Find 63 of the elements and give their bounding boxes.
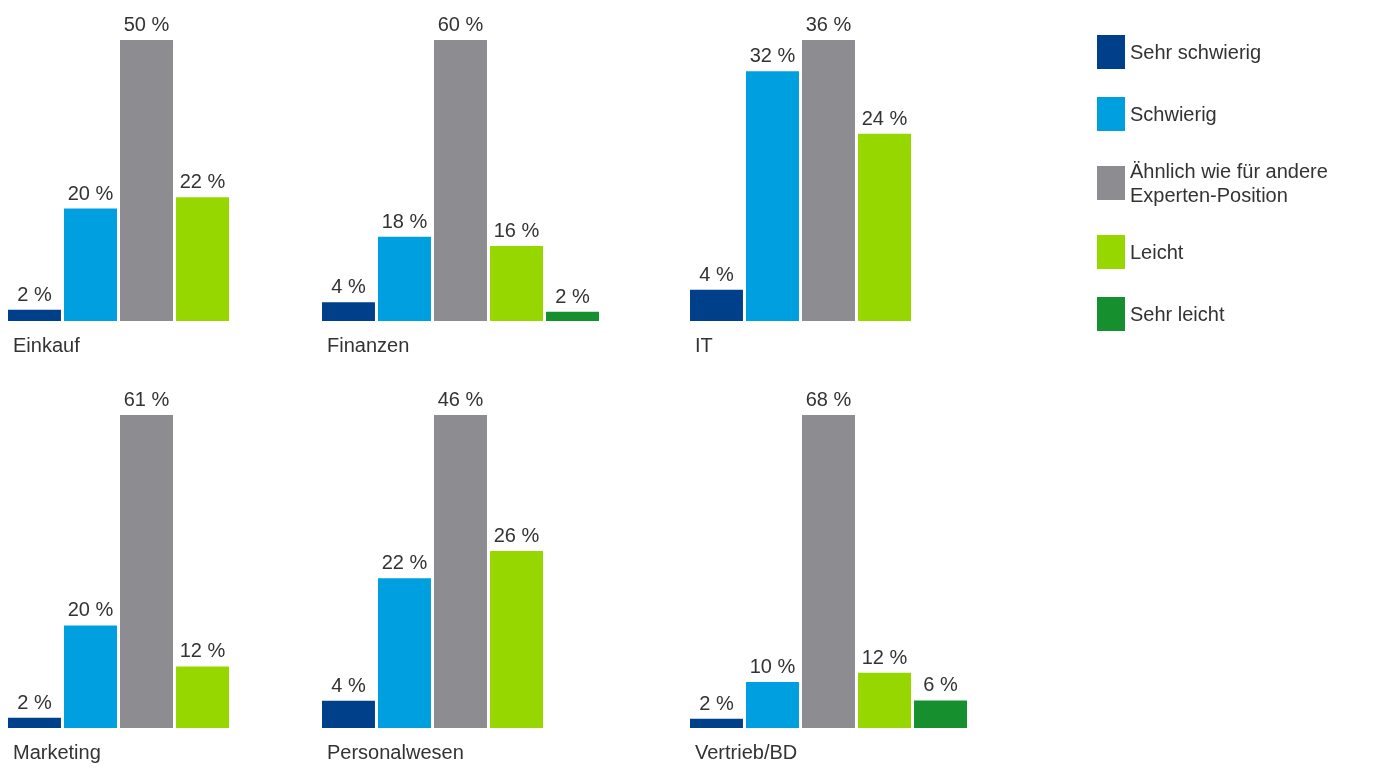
- bar: [176, 666, 230, 728]
- bar: [858, 133, 912, 321]
- bar: [322, 700, 375, 728]
- legend-label: Sehr leicht: [1130, 303, 1225, 325]
- data-label: 20 %: [67, 598, 114, 621]
- data-label: 12 %: [861, 645, 908, 668]
- bar: [490, 246, 544, 321]
- data-label: 20 %: [67, 181, 114, 204]
- x-axis-title: IT: [695, 334, 713, 356]
- bar: [802, 40, 855, 321]
- bar: [322, 302, 375, 321]
- bar: [120, 415, 173, 728]
- bar: [745, 681, 799, 728]
- data-label: 26 %: [493, 524, 540, 547]
- x-axis-title: Personalwesen: [327, 741, 464, 763]
- legend-label: Sehr schwierig: [1130, 41, 1262, 63]
- legend-label: Leicht: [1130, 241, 1184, 263]
- data-label: 2 %: [699, 691, 734, 714]
- data-label: 22 %: [381, 551, 428, 574]
- bar: [120, 40, 173, 321]
- data-label: 2 %: [17, 690, 52, 713]
- bar: [690, 289, 743, 321]
- bar: [858, 672, 912, 728]
- data-label: 4 %: [331, 673, 366, 696]
- bar: [434, 415, 487, 728]
- data-label: 16 %: [493, 219, 540, 242]
- bar: [490, 551, 544, 728]
- data-label: 2 %: [555, 284, 590, 307]
- bar: [63, 625, 117, 728]
- data-label: 24 %: [861, 106, 908, 129]
- data-label: 60 %: [437, 13, 484, 35]
- data-label: 10 %: [749, 654, 796, 677]
- bar: [434, 40, 487, 321]
- data-label: 4 %: [331, 275, 366, 298]
- data-label: 6 %: [923, 673, 958, 696]
- data-label: 12 %: [179, 639, 226, 662]
- data-label: 2 %: [17, 282, 52, 305]
- legend-label: Schwierig: [1130, 103, 1217, 125]
- bar: [802, 415, 855, 728]
- data-label: 4 %: [699, 262, 734, 285]
- bar: [8, 717, 61, 728]
- bar: [8, 309, 61, 321]
- bar: [377, 578, 431, 728]
- x-axis-title: Vertrieb/BD: [695, 741, 798, 763]
- data-label: 68 %: [805, 388, 852, 410]
- data-label: 50 %: [123, 13, 170, 35]
- data-label: 46 %: [437, 388, 484, 410]
- data-label: 36 %: [805, 13, 852, 35]
- x-axis-title: Einkauf: [13, 334, 81, 356]
- data-label: 22 %: [179, 170, 226, 193]
- x-axis-title: Marketing: [13, 741, 101, 763]
- legend-label: Ähnlich wie für andere Experten-Position: [1130, 160, 1334, 206]
- data-label: 18 %: [381, 209, 428, 232]
- data-label: 61 %: [123, 388, 170, 410]
- bar: [377, 236, 431, 321]
- bar: [745, 71, 799, 321]
- bar: [914, 700, 967, 728]
- bar: [63, 208, 117, 321]
- bar: [690, 718, 743, 728]
- x-axis-title: Finanzen: [327, 334, 410, 356]
- bar: [176, 197, 230, 321]
- bar: [546, 311, 599, 321]
- data-label: 32 %: [749, 44, 796, 67]
